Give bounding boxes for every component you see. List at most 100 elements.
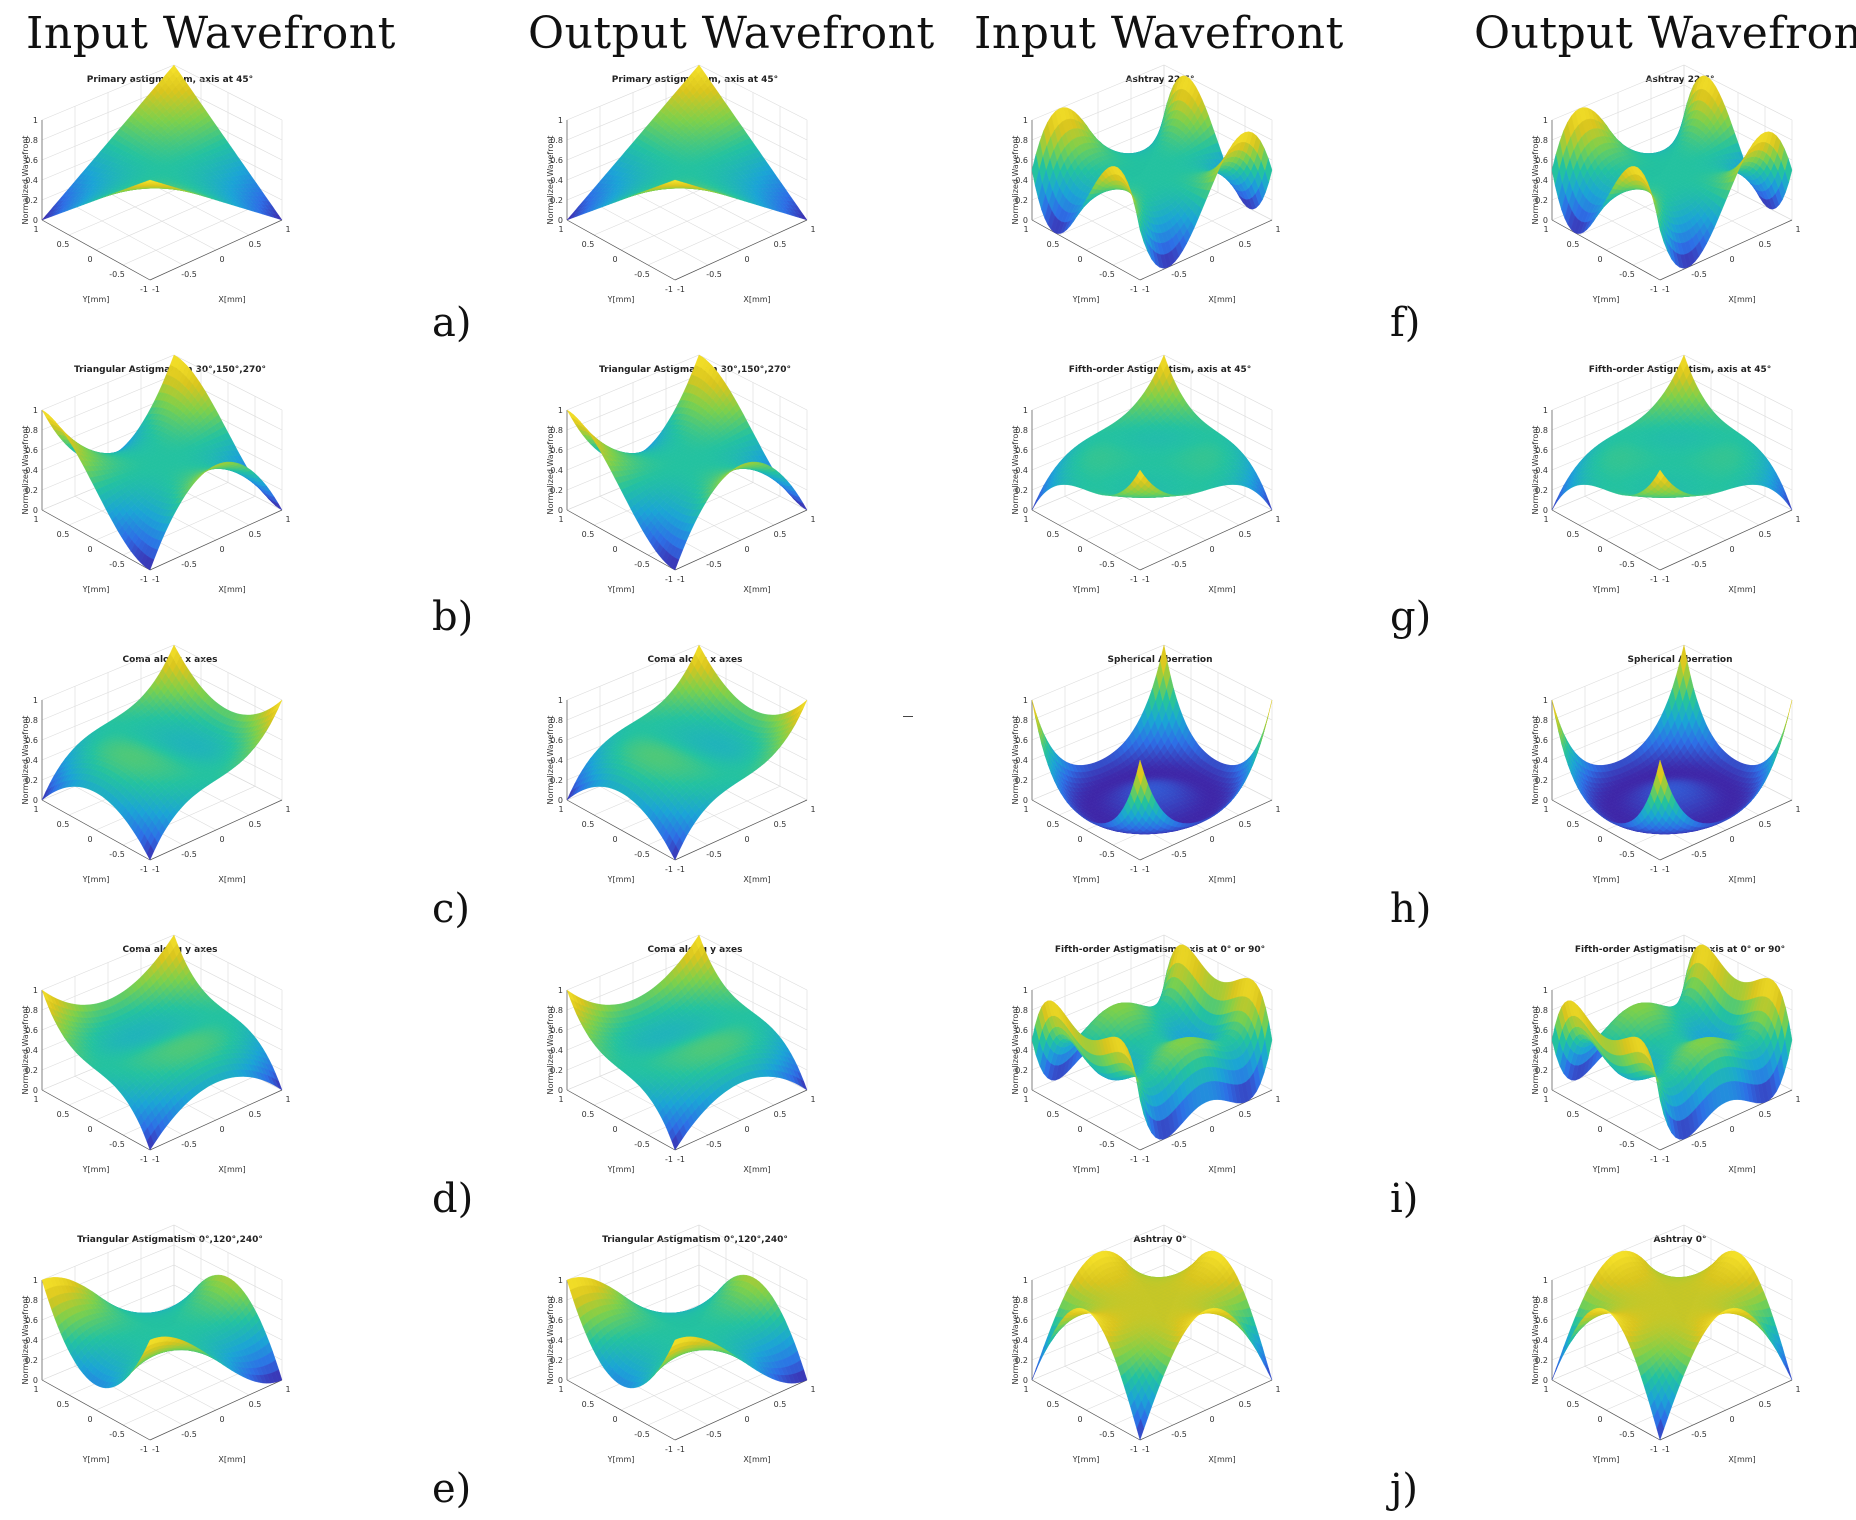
y-axis xyxy=(566,509,676,571)
x-axis-label: X[mm] xyxy=(743,295,770,304)
y-axis-label: Y[mm] xyxy=(82,585,110,594)
z-tick-label: 0.2 xyxy=(550,486,563,495)
x-tick-label: -0.5 xyxy=(181,560,197,569)
z-tick-label: 0 xyxy=(558,506,563,515)
x-axis-label: X[mm] xyxy=(743,585,770,594)
x-axis xyxy=(149,509,283,571)
panel-label: b) xyxy=(432,594,473,640)
x-tick-label: 1 xyxy=(285,225,290,234)
y-tick-label: -1 xyxy=(665,285,673,294)
surface-plot: Triangular Astigmatism 30°,150°,270°00.2… xyxy=(546,354,816,594)
y-tick-label: -1 xyxy=(665,575,673,584)
stray-mark xyxy=(903,716,913,717)
surface xyxy=(41,64,283,221)
column-header-input-right: Input Wavefront xyxy=(974,8,1344,59)
y-tick-label: 0 xyxy=(87,545,92,554)
y-tick-label: 0.5 xyxy=(582,530,595,539)
surface xyxy=(566,64,808,221)
x-tick-label: -0.5 xyxy=(181,270,197,279)
z-tick-label: 0 xyxy=(558,216,563,225)
x-axis xyxy=(149,799,283,861)
surface xyxy=(41,644,283,861)
z-tick-label: 0.6 xyxy=(25,446,38,455)
z-tick-label: 0 xyxy=(33,506,38,515)
y-tick-label: -1 xyxy=(140,285,148,294)
z-tick-label: 1 xyxy=(33,116,38,125)
y-tick-label: 1 xyxy=(33,225,38,234)
y-axis xyxy=(41,509,151,571)
x-tick-label: -1 xyxy=(677,285,685,294)
y-tick-label: -0.5 xyxy=(634,270,650,279)
y-tick-label: -0.5 xyxy=(634,560,650,569)
x-axis-label: X[mm] xyxy=(218,585,245,594)
x-tick-label: 0 xyxy=(219,255,224,264)
panel-b-output: Triangular Astigmatism 30°,150°,270° 0 0.2… xyxy=(545,354,875,640)
y-tick-label: -0.5 xyxy=(109,560,125,569)
grid-line xyxy=(95,192,229,251)
z-tick-label: 0.6 xyxy=(550,156,563,165)
z-tick-label: 1 xyxy=(33,406,38,415)
panel-label: a) xyxy=(432,300,471,346)
x-tick-label: 0.5 xyxy=(774,530,787,539)
z-tick-label: 0.4 xyxy=(25,466,38,475)
y-axis-label: Y[mm] xyxy=(607,585,635,594)
surface-patch xyxy=(146,557,155,571)
surface-plot: Primary astigmatism, axis at 45°00.20.40… xyxy=(546,64,816,304)
x-tick-label: 0.5 xyxy=(249,530,262,539)
z-tick-label: 0.6 xyxy=(550,446,563,455)
y-tick-label: 0 xyxy=(612,255,617,264)
z-tick-label: 0.8 xyxy=(25,426,38,435)
column-header-output-left: Output Wavefront xyxy=(528,8,935,59)
z-axis-label: Normalized Wavefront xyxy=(21,426,30,515)
y-axis xyxy=(566,219,676,281)
x-tick-label: 1 xyxy=(810,515,815,524)
x-tick-label: 0 xyxy=(219,545,224,554)
x-tick-label: 0.5 xyxy=(249,240,262,249)
y-axis-label: Y[mm] xyxy=(82,295,110,304)
grid-line xyxy=(620,192,754,251)
panel-a-output: Primary astigmatism, axis at 45°00.20.40… xyxy=(545,64,875,350)
x-axis xyxy=(674,219,808,281)
z-axis-label: Normalized Wavefront xyxy=(546,136,555,225)
surface-plot: Coma along x axes00.20.40.60.8110.50-0.5… xyxy=(21,644,291,884)
y-tick-label: 0 xyxy=(612,545,617,554)
surface-patch xyxy=(671,557,680,571)
y-tick-label: 0.5 xyxy=(582,240,595,249)
z-tick-label: 1 xyxy=(558,116,563,125)
z-tick-label: 0.4 xyxy=(25,176,38,185)
x-tick-label: 1 xyxy=(810,225,815,234)
axis-lines xyxy=(566,410,808,571)
z-tick-label: 0.4 xyxy=(550,176,563,185)
axis-lines xyxy=(41,700,283,861)
panel-b-input: Triangular Astigmatism 30°,150°,270° 0 0.2… xyxy=(20,354,350,640)
x-tick-label: 0 xyxy=(744,255,749,264)
x-tick-label: -1 xyxy=(152,285,160,294)
y-axis xyxy=(41,219,151,281)
y-tick-label: 0 xyxy=(87,255,92,264)
z-tick-label: 1 xyxy=(558,406,563,415)
y-tick-label: 0.5 xyxy=(57,530,70,539)
y-tick-label: 1 xyxy=(558,225,563,234)
x-axis-label: X[mm] xyxy=(218,295,245,304)
z-axis-label: Normalized Wavefront xyxy=(546,426,555,515)
z-tick-label: 0.2 xyxy=(25,486,38,495)
y-tick-label: 0.5 xyxy=(57,240,70,249)
panel-a-input: Primary astigmatism, axis at 45°00.20.40… xyxy=(20,64,350,350)
z-tick-label: 0.8 xyxy=(550,136,563,145)
x-tick-label: -1 xyxy=(152,575,160,584)
x-tick-label: 0 xyxy=(744,545,749,554)
z-tick-label: 0 xyxy=(33,216,38,225)
y-tick-label: -0.5 xyxy=(109,270,125,279)
y-tick-label: -1 xyxy=(140,575,148,584)
panel-c-input: Coma along x axes00.20.40.60.8110.50-0.5… xyxy=(20,644,350,930)
surface xyxy=(41,354,283,571)
z-tick-label: 0.6 xyxy=(25,156,38,165)
z-tick-label: 0.2 xyxy=(25,196,38,205)
x-axis xyxy=(149,219,283,281)
x-tick-label: 0.5 xyxy=(774,240,787,249)
axis-lines xyxy=(41,120,283,281)
surface-plot: Primary astigmatism, axis at 45°00.20.40… xyxy=(21,64,291,304)
z-tick-label: 0.2 xyxy=(550,196,563,205)
column-header-input-left: Input Wavefront xyxy=(26,8,396,59)
z-tick-label: 0.4 xyxy=(550,466,563,475)
